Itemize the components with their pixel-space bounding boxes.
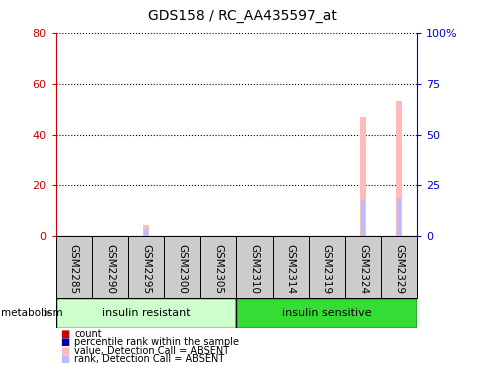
Text: GSM2285: GSM2285: [69, 243, 79, 294]
Bar: [143, 225, 149, 236]
Bar: [236, 298, 416, 328]
Bar: [200, 236, 236, 298]
Text: ■: ■: [60, 346, 70, 356]
Bar: [236, 236, 272, 298]
Bar: [359, 117, 365, 236]
Text: GSM2290: GSM2290: [105, 243, 115, 294]
Bar: [144, 230, 148, 236]
Text: ■: ■: [60, 337, 70, 347]
Text: count: count: [74, 329, 102, 339]
Text: GSM2305: GSM2305: [213, 243, 223, 294]
Text: GSM2319: GSM2319: [321, 243, 331, 294]
Bar: [344, 236, 380, 298]
Bar: [56, 298, 236, 328]
Text: GSM2295: GSM2295: [141, 243, 151, 294]
Text: percentile rank within the sample: percentile rank within the sample: [74, 337, 239, 347]
Text: ■: ■: [60, 329, 70, 339]
Text: GSM2314: GSM2314: [285, 243, 295, 294]
Bar: [128, 236, 164, 298]
Text: GSM2324: GSM2324: [357, 243, 367, 294]
Text: GDS158 / RC_AA435597_at: GDS158 / RC_AA435597_at: [148, 9, 336, 23]
Text: insulin resistant: insulin resistant: [102, 307, 190, 318]
Text: GSM2329: GSM2329: [393, 243, 403, 294]
Text: GSM2300: GSM2300: [177, 243, 187, 294]
Text: GSM2310: GSM2310: [249, 243, 259, 294]
Bar: [360, 199, 364, 236]
Text: insulin sensitive: insulin sensitive: [281, 307, 371, 318]
Text: ■: ■: [60, 354, 70, 364]
Text: value, Detection Call = ABSENT: value, Detection Call = ABSENT: [74, 346, 229, 356]
Bar: [380, 236, 416, 298]
Bar: [395, 101, 401, 236]
Bar: [308, 236, 344, 298]
Bar: [272, 236, 308, 298]
Bar: [164, 236, 200, 298]
Bar: [396, 198, 400, 236]
Bar: [56, 236, 92, 298]
Bar: [92, 236, 128, 298]
Text: rank, Detection Call = ABSENT: rank, Detection Call = ABSENT: [74, 354, 224, 364]
Text: metabolism: metabolism: [1, 308, 62, 318]
